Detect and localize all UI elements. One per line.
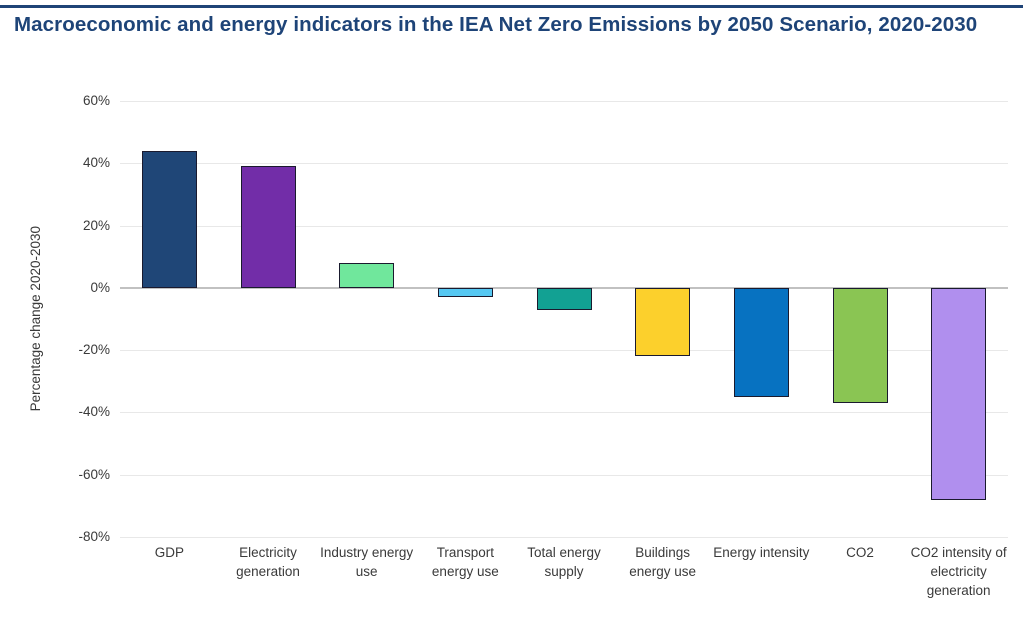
gridline--40 (120, 412, 1008, 414)
y-tick-label--80: -80% (78, 529, 110, 544)
x-label-industry-energy-use: Industry energy use (320, 545, 414, 579)
x-label-electricity-generation: Electricity generation (236, 545, 300, 579)
bar-transport-energy-use (437, 287, 493, 298)
x-label-total-energy-supply: Total energy supply (527, 545, 601, 579)
y-tick-label--40: -40% (78, 404, 110, 420)
gridline-20 (120, 225, 1008, 227)
y-tick-label-40: 40% (82, 155, 110, 171)
y-tick-label-0: 0% (90, 279, 110, 295)
bar-total-energy-supply (536, 287, 592, 310)
chart-title: Macroeconomic and energy indicators in t… (14, 13, 978, 36)
gridline--60 (120, 474, 1008, 476)
bar-co2 (832, 287, 888, 404)
x-label-buildings-energy-use: Buildings energy use (629, 545, 697, 579)
bar-gdp (141, 150, 197, 288)
x-label-transport-energy-use: Transport energy use (431, 545, 499, 579)
y-tick-label-60: 60% (82, 93, 110, 108)
top-divider (0, 5, 1023, 8)
gridline-60 (120, 101, 1008, 102)
x-label-co2: CO2 (846, 545, 874, 560)
x-label-gdp: GDP (154, 545, 184, 560)
bar-industry-energy-use (339, 262, 395, 288)
y-tick-label--60: -60% (78, 466, 110, 482)
gridline-40 (120, 163, 1008, 165)
bar-electricity-generation (240, 166, 296, 288)
bar-energy-intensity (733, 287, 789, 397)
x-label-energy-intensity: Energy intensity (713, 545, 810, 560)
y-tick-label--20: -20% (78, 342, 110, 358)
bar-buildings-energy-use (635, 287, 691, 357)
x-label-co2-intensity-of-electricity-generation: CO2 intensity of electricity generation (910, 545, 1007, 598)
gridline--20 (120, 350, 1008, 352)
y-tick-label-20: 20% (82, 217, 110, 233)
gridline--80 (120, 537, 1008, 538)
bar-co2-intensity-of-electricity-generation (931, 287, 987, 500)
y-axis-title-text: Percentage change 2020-2030 (27, 226, 43, 412)
